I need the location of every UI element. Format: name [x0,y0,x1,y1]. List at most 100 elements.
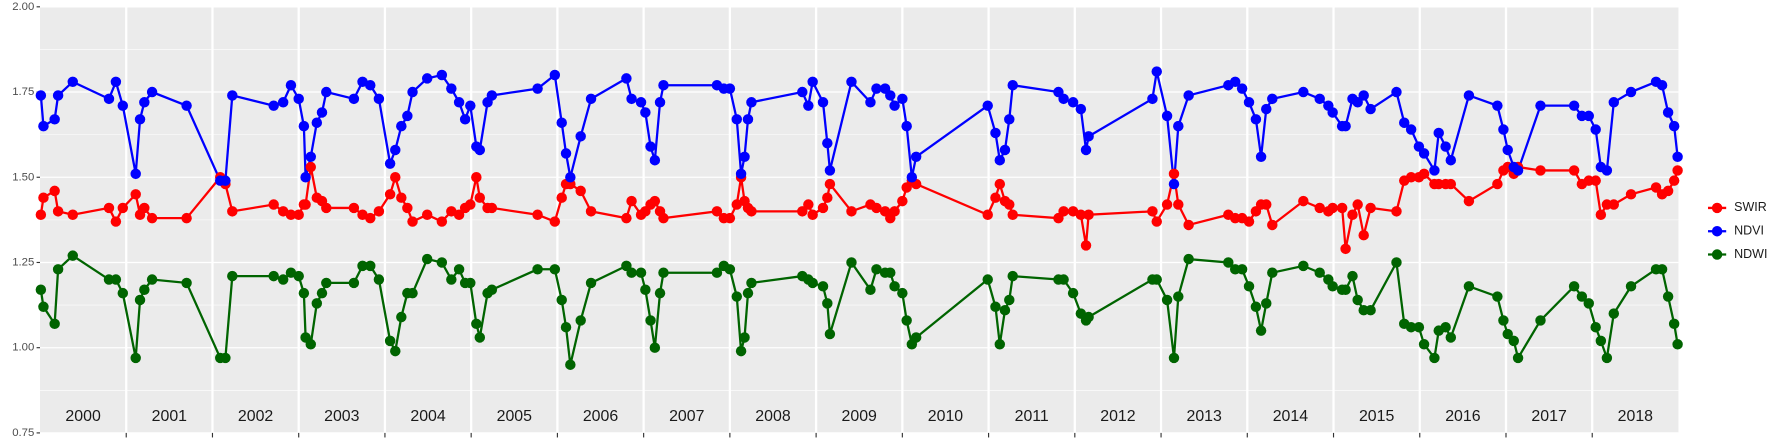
data-point [348,277,360,289]
data-point [1298,260,1309,272]
data-point [1568,165,1580,176]
data-point [1365,202,1376,214]
data-point [471,318,482,330]
data-point [565,359,576,370]
year-label: 2012 [1100,408,1136,425]
legend-marker [1711,249,1723,260]
data-point [1168,352,1180,364]
data-point [724,212,736,224]
data-point [901,120,912,132]
data-point [316,107,328,118]
data-point [268,199,279,210]
data-point [384,335,396,347]
data-point [724,83,736,94]
data-point [396,311,407,323]
data-point [1662,185,1674,197]
data-point [348,202,360,214]
data-point [817,202,829,214]
data-point [746,277,757,289]
data-point [52,90,64,101]
data-point [711,206,723,217]
data-point [990,127,1001,139]
data-point [1327,202,1338,214]
data-point [982,274,993,285]
data-point [1151,216,1162,227]
data-point [885,90,896,101]
data-point [305,161,317,173]
data-point [407,216,418,227]
data-point [1440,141,1451,152]
data-point [1405,124,1417,135]
data-point [739,332,750,343]
data-point [227,90,238,101]
data-point [1656,264,1668,275]
data-point [117,202,129,214]
legend-marker [1711,202,1723,214]
data-point [436,69,448,81]
data-point [994,178,1006,190]
data-point [982,209,993,220]
data-point [532,264,543,275]
data-point [453,209,465,220]
data-point [1298,195,1309,207]
data-point [67,209,78,220]
data-point [817,281,829,292]
data-point [453,264,465,275]
data-point [1601,352,1613,364]
data-point [181,212,192,224]
data-point [1173,120,1184,132]
data-point [1429,352,1440,364]
data-point [822,137,833,149]
data-point [293,270,304,282]
data-point [293,93,304,105]
data-point [649,154,661,166]
data-point [560,148,572,159]
data-point [52,206,64,217]
data-point [724,264,736,275]
data-point [735,168,747,180]
data-point [1314,202,1325,214]
y-tick-label: 1.25 [12,256,34,268]
data-point [396,192,407,203]
data-point [871,264,882,275]
data-point [67,250,78,261]
data-point [1067,97,1079,108]
data-point [1576,291,1588,302]
data-point [277,97,289,108]
data-point [1568,281,1580,292]
data-point [621,212,632,224]
data-point [1625,281,1637,292]
data-point [277,274,289,285]
data-point [465,199,476,210]
data-point [889,100,900,111]
data-point [1058,206,1069,217]
data-point [742,114,754,125]
data-point [390,345,401,357]
data-point [807,277,818,289]
data-point [117,100,129,111]
data-point [994,339,1006,350]
data-point [1656,79,1668,91]
data-point [549,216,561,227]
data-point [906,172,918,183]
data-point [1147,93,1158,105]
data-point [1590,175,1601,186]
data-point [1340,284,1351,295]
data-point [654,97,666,108]
data-point [739,151,750,163]
data-point [549,264,561,275]
data-point [474,192,486,203]
data-point [390,172,401,183]
data-point [38,301,49,313]
data-point [130,352,141,364]
data-point [1250,301,1262,313]
data-point [49,318,60,330]
year-label: 2002 [238,408,274,425]
data-point [1590,124,1601,135]
data-point [1405,172,1417,183]
data-point [1508,335,1519,347]
data-point [390,144,401,156]
data-point [1662,107,1674,118]
data-point [220,352,231,364]
data-point [321,277,332,289]
